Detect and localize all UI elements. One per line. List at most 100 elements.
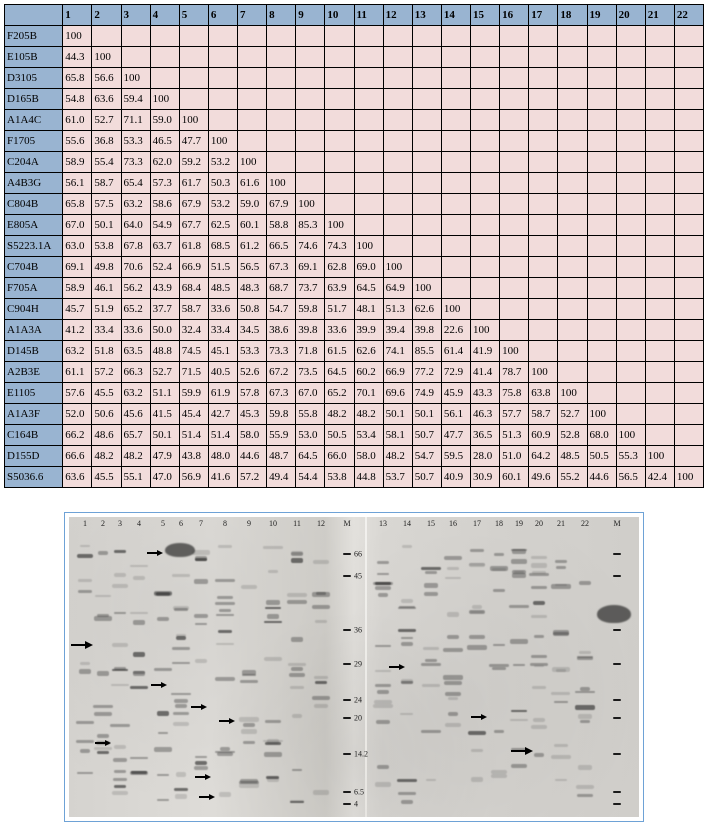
gel-band bbox=[292, 714, 302, 718]
cell-empty bbox=[354, 131, 383, 152]
row-label: E805A bbox=[5, 215, 63, 236]
gel-band bbox=[263, 740, 283, 742]
cell-value: 57.6 bbox=[63, 383, 92, 404]
cell-value: 54.9 bbox=[150, 215, 179, 236]
lane-label-16: 16 bbox=[449, 519, 457, 528]
marker-tick bbox=[343, 663, 351, 665]
gel-band bbox=[512, 570, 526, 574]
mw-label: 24 bbox=[354, 696, 362, 705]
cell-empty bbox=[383, 215, 412, 236]
cell-value: 55.9 bbox=[267, 425, 296, 446]
gel-band bbox=[268, 570, 278, 573]
cell-empty bbox=[616, 278, 645, 299]
cell-empty bbox=[325, 47, 354, 68]
gel-band bbox=[377, 690, 389, 694]
cell-empty bbox=[471, 257, 500, 278]
lane-label-11: 11 bbox=[293, 519, 301, 528]
gel-band bbox=[78, 579, 93, 582]
cell-empty bbox=[412, 89, 441, 110]
cell-value: 65.2 bbox=[121, 299, 150, 320]
col-header-21: 21 bbox=[645, 5, 674, 26]
cell-value: 28.0 bbox=[471, 446, 500, 467]
gel-band bbox=[531, 725, 547, 729]
cell-value: 50.7 bbox=[412, 467, 441, 488]
cell-value: 57.8 bbox=[238, 383, 267, 404]
cell-value: 33.6 bbox=[121, 320, 150, 341]
cell-empty bbox=[121, 47, 150, 68]
cell-value: 58.0 bbox=[238, 425, 267, 446]
row-label: C704B bbox=[5, 257, 63, 278]
cell-value: 61.0 bbox=[63, 110, 92, 131]
cell-value: 60.2 bbox=[354, 362, 383, 383]
cell-empty bbox=[529, 257, 558, 278]
cell-empty bbox=[238, 131, 267, 152]
col-header-14: 14 bbox=[441, 5, 470, 26]
cell-value: 100 bbox=[208, 131, 237, 152]
gel-band bbox=[424, 592, 438, 597]
cell-value: 56.5 bbox=[616, 467, 645, 488]
cell-value: 55.4 bbox=[92, 152, 121, 173]
cell-value: 100 bbox=[587, 404, 616, 425]
cell-empty bbox=[354, 215, 383, 236]
gel-band bbox=[313, 560, 330, 564]
cell-empty bbox=[267, 110, 296, 131]
gel-band bbox=[375, 670, 391, 672]
cell-value: 100 bbox=[92, 47, 121, 68]
cell-value: 45.4 bbox=[179, 404, 208, 425]
gel-band bbox=[377, 765, 389, 769]
gel-band bbox=[314, 676, 329, 679]
cell-value: 48.7 bbox=[267, 446, 296, 467]
cell-value: 50.8 bbox=[238, 299, 267, 320]
cell-value: 67.3 bbox=[267, 257, 296, 278]
cell-empty bbox=[674, 257, 703, 278]
cell-empty bbox=[238, 68, 267, 89]
cell-empty bbox=[645, 110, 674, 131]
cell-value: 62.5 bbox=[208, 215, 237, 236]
cell-empty bbox=[674, 194, 703, 215]
gel-band bbox=[172, 647, 190, 650]
row-label: D3105 bbox=[5, 68, 63, 89]
cell-value: 46.1 bbox=[92, 278, 121, 299]
cell-empty bbox=[296, 47, 325, 68]
gel-band bbox=[219, 792, 231, 797]
cell-value: 48.0 bbox=[208, 446, 237, 467]
gel-band bbox=[130, 771, 149, 774]
cell-empty bbox=[674, 26, 703, 47]
cell-value: 50.3 bbox=[208, 173, 237, 194]
cell-empty bbox=[354, 110, 383, 131]
marker-tick bbox=[613, 629, 621, 631]
table-row: A1A4C61.052.771.159.0100 bbox=[5, 110, 704, 131]
gel-band bbox=[215, 602, 234, 605]
cell-value: 63.2 bbox=[63, 341, 92, 362]
cell-value: 52.7 bbox=[92, 110, 121, 131]
cell-value: 67.7 bbox=[179, 215, 208, 236]
gel-band bbox=[492, 667, 507, 669]
cell-value: 33.6 bbox=[208, 299, 237, 320]
row-label: A1A3F bbox=[5, 404, 63, 425]
cell-value: 68.5 bbox=[208, 236, 237, 257]
gel-band bbox=[243, 741, 255, 744]
gel-band bbox=[445, 577, 461, 580]
table-row: D145B63.251.863.548.874.545.153.373.371.… bbox=[5, 341, 704, 362]
cell-empty bbox=[471, 131, 500, 152]
gel-band bbox=[401, 681, 413, 685]
marker-tick bbox=[343, 629, 351, 631]
cell-empty bbox=[558, 341, 587, 362]
gel-band bbox=[78, 590, 93, 594]
cell-empty bbox=[645, 215, 674, 236]
gel-band bbox=[291, 637, 302, 642]
cell-value: 63.0 bbox=[63, 236, 92, 257]
cell-value: 56.2 bbox=[121, 278, 150, 299]
col-header-9: 9 bbox=[296, 5, 325, 26]
cell-empty bbox=[529, 236, 558, 257]
cell-value: 57.5 bbox=[92, 194, 121, 215]
cell-value: 53.0 bbox=[296, 425, 325, 446]
gel-band bbox=[534, 635, 545, 638]
cell-empty bbox=[529, 152, 558, 173]
cell-empty bbox=[471, 299, 500, 320]
cell-value: 50.1 bbox=[412, 404, 441, 425]
cell-empty bbox=[412, 257, 441, 278]
gel-band bbox=[375, 586, 390, 590]
cell-empty bbox=[441, 68, 470, 89]
cell-value: 66.6 bbox=[63, 446, 92, 467]
